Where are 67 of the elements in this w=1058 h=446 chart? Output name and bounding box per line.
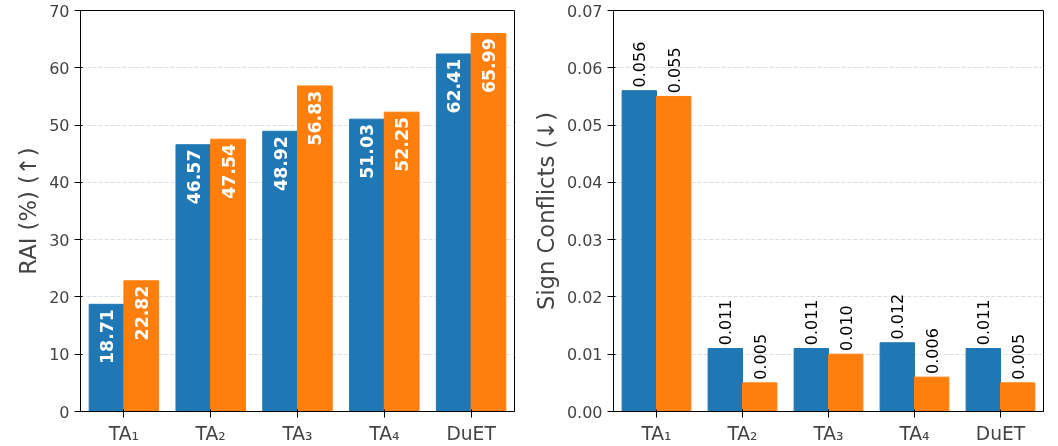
bar <box>621 90 657 412</box>
data-label: 46.57 <box>183 149 204 205</box>
y-tick-label: 60 <box>49 58 70 78</box>
data-label: 0.010 <box>836 305 856 352</box>
y-tick-label: 0.07 <box>566 1 603 21</box>
y-tick-label: 40 <box>49 173 70 193</box>
x-tick-label: TA₁ <box>640 422 672 444</box>
data-label: 48.92 <box>270 136 291 191</box>
data-label: 22.82 <box>131 285 152 341</box>
y-axis-title: Sign Conflicts (↓) <box>532 111 559 311</box>
data-label: 52.25 <box>392 116 413 172</box>
y-tick-label: 0.00 <box>566 402 603 422</box>
y-tick-label: 0.01 <box>566 345 603 365</box>
x-tick-label: TA₂ <box>194 422 226 444</box>
data-label: 0.006 <box>922 328 942 374</box>
data-label: 18.71 <box>97 309 118 364</box>
data-label: 0.055 <box>664 47 684 94</box>
data-label: 0.056 <box>630 41 650 88</box>
bar <box>349 118 385 412</box>
bar <box>123 280 160 412</box>
data-label: 0.011 <box>974 299 994 346</box>
x-tick-label: TA₂ <box>726 422 758 444</box>
y-tick-label: 0.02 <box>566 287 603 307</box>
data-label: 0.005 <box>1008 333 1028 380</box>
bar <box>742 382 778 412</box>
x-tick-label: TA₄ <box>368 422 400 444</box>
bar <box>297 85 333 412</box>
bar <box>383 111 420 412</box>
bar <box>707 347 743 412</box>
x-tick-label: TA₃ <box>812 422 844 444</box>
x-tick-label: TA₁ <box>107 422 140 444</box>
data-label: 0.011 <box>802 299 822 346</box>
y-tick-label: 0.03 <box>566 230 603 250</box>
y-tick-label: 30 <box>49 230 70 250</box>
data-label: 0.011 <box>716 299 736 346</box>
y-tick-label: 10 <box>49 345 70 365</box>
y-tick-label: 0.04 <box>566 173 603 193</box>
y-axis-title: RAI (%) (↑) <box>15 147 42 275</box>
x-tick-label: DuET <box>975 422 1026 444</box>
bar <box>470 32 507 412</box>
bar <box>914 376 950 412</box>
bar <box>210 138 246 412</box>
bar <box>828 353 864 412</box>
x-tick-label: TA₄ <box>898 422 930 444</box>
bar <box>435 53 472 412</box>
y-tick-label: 50 <box>49 116 70 136</box>
data-label: 56.83 <box>305 90 326 146</box>
bar <box>656 95 692 412</box>
data-label: 0.012 <box>888 293 908 340</box>
bar <box>262 130 298 412</box>
bar <box>965 347 1001 412</box>
y-tick-label: 20 <box>49 287 70 307</box>
y-tick-label: 0.05 <box>566 116 603 136</box>
data-label: 65.99 <box>478 38 499 94</box>
y-tick-label: 70 <box>49 1 70 21</box>
x-tick-label: TA₃ <box>281 422 313 444</box>
data-label: 62.41 <box>444 58 465 114</box>
data-label: 47.54 <box>218 143 239 199</box>
y-tick-label: 0 <box>59 402 70 422</box>
data-label: 0.005 <box>750 333 770 380</box>
y-tick-label: 0.06 <box>566 58 603 78</box>
bar <box>879 342 915 412</box>
data-label: 51.03 <box>357 123 378 179</box>
bar <box>175 144 212 412</box>
bar <box>1000 382 1036 412</box>
bar <box>793 347 829 412</box>
x-tick-label: DuET <box>446 422 497 444</box>
